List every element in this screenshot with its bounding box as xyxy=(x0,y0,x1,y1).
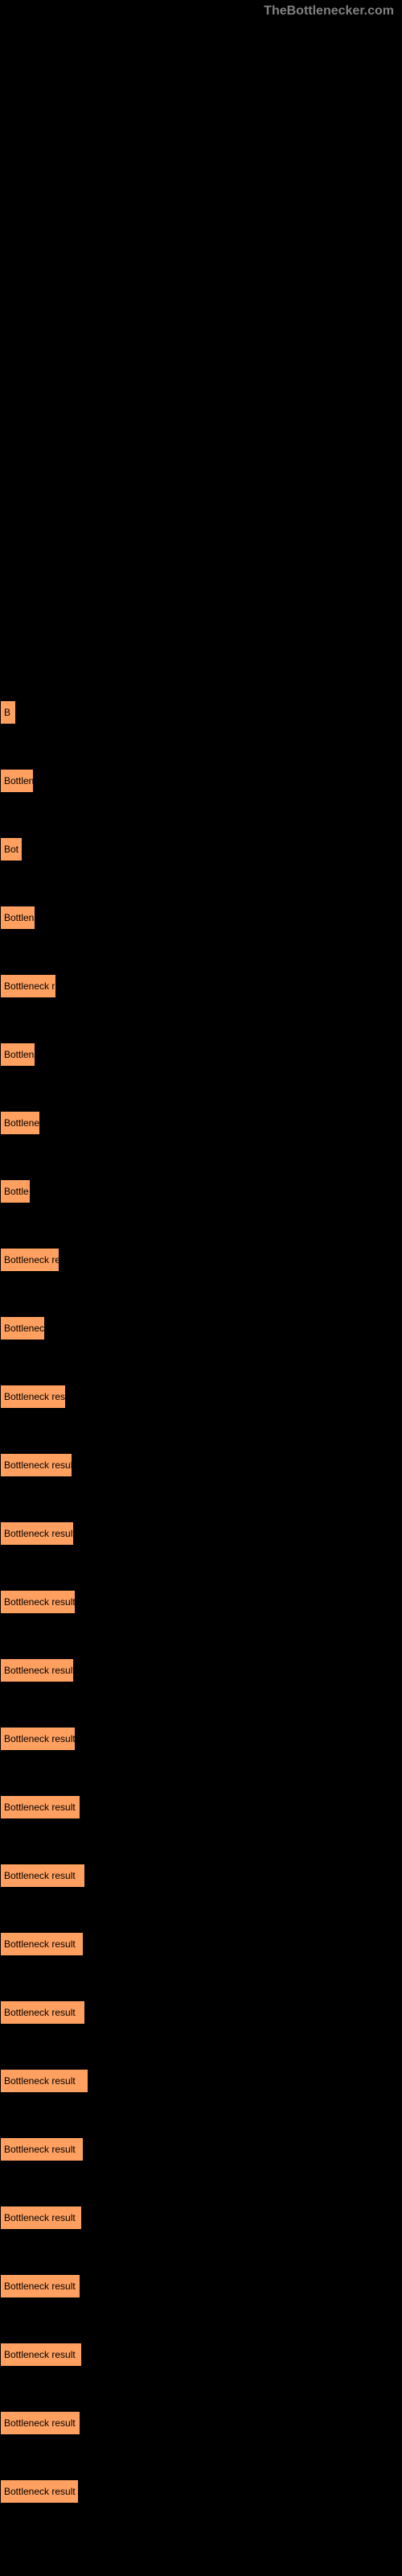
bar: B xyxy=(0,700,16,724)
bar-row: Bottleneck result xyxy=(0,1590,402,1614)
bar-row: Bot xyxy=(0,837,402,861)
bar-chart: B Bottlen Bot Bottlen Bottleneck r Bottlen Bot… xyxy=(0,700,402,2548)
bar-label: Bottleneck result xyxy=(4,1391,65,1402)
bar-label: Bottleneck result xyxy=(4,2281,76,2292)
bar: Bottleneck result xyxy=(0,2479,79,2504)
bar-row: Bottleneck result xyxy=(0,1385,402,1409)
bar: Bottleneck result xyxy=(0,1453,72,1477)
bar: Bottleneck result xyxy=(0,2137,84,2161)
bar-label: Bottlen xyxy=(4,912,34,923)
bar: Bottleneck result xyxy=(0,2206,82,2230)
bar-row: Bottlenec xyxy=(0,1316,402,1340)
bar: Bottleneck result xyxy=(0,1795,80,1819)
bar-row: Bottleneck result xyxy=(0,2137,402,2161)
bar-label: Bottleneck result xyxy=(4,2007,76,2018)
bar: Bot xyxy=(0,837,23,861)
bar: Bottleneck result xyxy=(0,1658,74,1682)
bar: Bottleneck result xyxy=(0,1521,74,1546)
bar-row: Bottlen xyxy=(0,1042,402,1067)
bar: Bottleneck result xyxy=(0,2343,82,2367)
bar: Bottleneck result xyxy=(0,1932,84,1956)
bar: Bottleneck result xyxy=(0,1727,76,1751)
bar-row: Bottleneck xyxy=(0,1111,402,1135)
bar-row: Bottleneck result xyxy=(0,1932,402,1956)
bar: Bottleneck xyxy=(0,1111,40,1135)
bar: Bottleneck result xyxy=(0,2000,85,2025)
bar: Bottleneck r xyxy=(0,974,56,998)
bar-row: Bottlen xyxy=(0,906,402,930)
bar-row: Bottleneck result xyxy=(0,2069,402,2093)
bar-row: Bottleneck result xyxy=(0,2000,402,2025)
bar-label: Bottleneck result xyxy=(4,2075,76,2087)
bar-label: Bottleneck result xyxy=(4,2417,76,2429)
bar: Bottleneck result xyxy=(0,1590,76,1614)
bar-row: Bottleneck result xyxy=(0,1453,402,1477)
bar-label: Bottleneck re xyxy=(4,1254,59,1265)
bar-label: Bottleneck result xyxy=(4,1870,76,1881)
bar-row: Bottleneck result xyxy=(0,1864,402,1888)
bar-label: Bottleneck result xyxy=(4,2486,76,2497)
bar-label: Bottleneck result xyxy=(4,1459,76,1471)
bar: Bottle xyxy=(0,1179,31,1203)
bar-label: Bottleneck result xyxy=(4,2349,76,2360)
bar-label: Bottleneck result xyxy=(4,1596,76,1608)
bar-label: Bottleneck result xyxy=(4,1733,76,1744)
bar: Bottleneck result xyxy=(0,1864,85,1888)
bar-row: Bottleneck re xyxy=(0,1248,402,1272)
bar: Bottleneck re xyxy=(0,1248,59,1272)
bar-row: Bottleneck result xyxy=(0,2411,402,2435)
bar-label: Bottleneck result xyxy=(4,1938,76,1950)
bar-row: B xyxy=(0,700,402,724)
bar-label: Bottleneck result xyxy=(4,1802,76,1813)
bar-row: Bottlen xyxy=(0,769,402,793)
bar-row: Bottleneck result xyxy=(0,1658,402,1682)
bar-label: Bottle xyxy=(4,1186,29,1197)
bar-label: Bottleneck result xyxy=(4,2212,76,2223)
bar-label: Bottleneck result xyxy=(4,2144,76,2155)
bar-row: Bottleneck result xyxy=(0,1727,402,1751)
bar: Bottlen xyxy=(0,769,34,793)
bar-row: Bottle xyxy=(0,1179,402,1203)
bar-label: Bottleneck result xyxy=(4,1665,73,1676)
bar-label: Bottlen xyxy=(4,1049,34,1060)
bar: Bottlen xyxy=(0,906,35,930)
bar: Bottleneck result xyxy=(0,2411,80,2435)
bar-row: Bottleneck result xyxy=(0,1521,402,1546)
bar-label: Bottlenec xyxy=(4,1323,44,1334)
bar-label: Bottleneck result xyxy=(4,1528,76,1539)
bar-label: Bottleneck r xyxy=(4,980,55,992)
watermark-text: TheBottlenecker.com xyxy=(264,4,394,19)
bar-row: Bottleneck result xyxy=(0,2343,402,2367)
bar-label: Bot xyxy=(4,844,18,855)
bar-row: Bottleneck result xyxy=(0,2206,402,2230)
bar: Bottleneck result xyxy=(0,2069,88,2093)
bar-row: Bottleneck result xyxy=(0,1795,402,1819)
bar: Bottlen xyxy=(0,1042,35,1067)
bar-row: Bottleneck result xyxy=(0,2479,402,2504)
bar-row: Bottleneck result xyxy=(0,2274,402,2298)
bar: Bottleneck result xyxy=(0,2274,80,2298)
bar: Bottlenec xyxy=(0,1316,45,1340)
bar-label: Bottlen xyxy=(4,775,33,786)
bar: Bottleneck result xyxy=(0,1385,66,1409)
bar-row: Bottleneck r xyxy=(0,974,402,998)
bar-label: B xyxy=(4,707,10,718)
bar-label: Bottleneck xyxy=(4,1117,39,1129)
